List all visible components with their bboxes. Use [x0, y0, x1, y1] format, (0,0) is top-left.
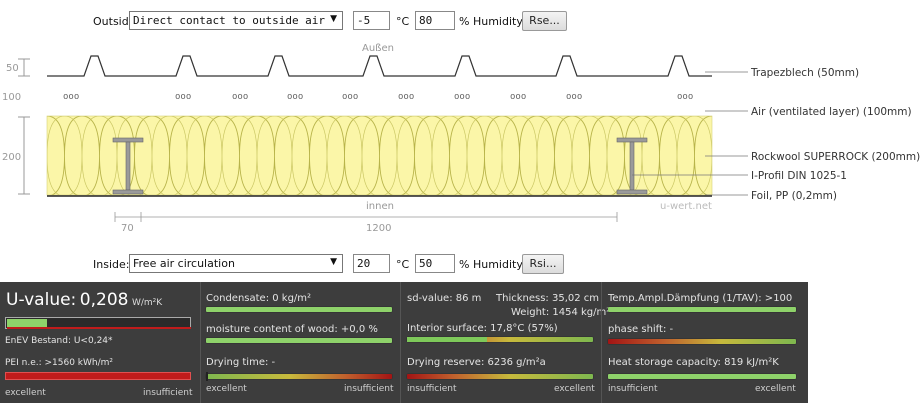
column-divider: [200, 282, 201, 403]
layer-label-foil: Foil, PP (0,2mm): [751, 190, 837, 202]
u-value-unit: W/m²K: [131, 298, 163, 308]
scale-insufficient: insufficient: [608, 384, 658, 394]
u-value-meter-fill: [7, 319, 47, 327]
inside-temp-unit: °C: [396, 258, 410, 271]
phase-shift-value: phase shift: -: [608, 324, 674, 335]
weight-value: Weight: 1454 kg/m²: [511, 307, 611, 318]
scale-excellent: excellent: [206, 384, 247, 394]
outside-temperature-input[interactable]: -5: [353, 11, 390, 30]
layer-label-rockwool: Rockwool SUPERROCK (200mm): [751, 151, 920, 163]
inside-temperature-input[interactable]: 20: [353, 254, 390, 273]
rse-button[interactable]: Rse...: [522, 11, 567, 31]
watermark: u-wert.net: [660, 201, 712, 212]
air-marker: ooo: [566, 92, 582, 102]
scale-excellent: excellent: [554, 384, 595, 394]
air-layer-markers: ooo ooo ooo ooo ooo ooo ooo ooo ooo ooo: [63, 92, 693, 102]
u-value-column: U-value: 0,208 W/m²K EnEV Bestand: U<0,2…: [0, 282, 200, 403]
u-value-label: U-value:: [6, 290, 77, 310]
scale-insufficient: insufficient: [344, 384, 394, 394]
interior-surface-fill: [407, 337, 487, 342]
column-divider: [400, 282, 401, 403]
outside-label: Outside: [93, 15, 136, 28]
heat-storage-value: Heat storage capacity: 819 kJ/m²K: [608, 357, 779, 368]
u-value-display: U-value: 0,208 W/m²K: [6, 290, 162, 310]
layer-label-trapezblech: Trapezblech (50mm): [750, 67, 859, 79]
inside-air-select-value: Free air circulation: [133, 257, 235, 270]
layer-label-i-profile: I-Profil DIN 1025-1: [751, 170, 847, 182]
construction-diagram: 50 100 200 Außen ooo ooo ooo ooo ooo ooo…: [2, 43, 920, 234]
scale-label-200: 200: [2, 152, 21, 163]
drying-time-marker: [206, 372, 208, 381]
air-marker: ooo: [454, 92, 470, 102]
dimension-label-1200: 1200: [366, 223, 391, 234]
depth-scale: [18, 58, 30, 195]
moisture-value: moisture content of wood: +0,0 %: [206, 324, 378, 335]
layer-leader-lines: [632, 71, 748, 196]
moisture-column: Condensate: 0 kg/m² moisture content of …: [201, 282, 400, 403]
temp-amplitude-meter: [608, 307, 796, 312]
inside-air-select[interactable]: Free air circulation ▼: [129, 254, 343, 273]
air-marker: ooo: [398, 92, 414, 102]
air-marker: ooo: [287, 92, 303, 102]
chevron-down-icon: ▼: [330, 257, 337, 267]
column-divider: [601, 282, 602, 403]
scale-label-50: 50: [6, 63, 19, 74]
drying-time-meter: [206, 372, 392, 381]
air-marker: ooo: [342, 92, 358, 102]
dimension-label-70: 70: [121, 223, 134, 234]
inside-humidity-label: % Humidity: [459, 258, 523, 271]
rsi-button[interactable]: Rsi...: [522, 254, 564, 274]
interior-surface-meter: [407, 337, 593, 342]
i-profile-left: [112, 137, 144, 195]
air-marker: ooo: [63, 92, 79, 102]
air-marker: ooo: [510, 92, 526, 102]
air-marker: ooo: [232, 92, 248, 102]
enev-requirement: EnEV Bestand: U<0,24*: [5, 336, 113, 346]
outer-side-label: Außen: [362, 43, 394, 54]
u-value-number: 0,208: [79, 290, 129, 310]
inner-side-label: innen: [366, 201, 394, 212]
sd-value: sd-value: 86 m: [407, 293, 482, 304]
insulation-layer: [46, 115, 713, 196]
air-marker: ooo: [677, 92, 693, 102]
outside-temp-unit: °C: [396, 15, 410, 28]
pei-value: PEI n.e.: >1560 kWh/m²: [5, 358, 114, 368]
inside-humidity-input[interactable]: 50: [415, 254, 455, 273]
heat-protection-column: Temp.Ampl.Dämpfung (1/TAV): >100 phase s…: [602, 282, 808, 403]
interior-surface-value: Interior surface: 17,8°C (57%): [407, 323, 558, 334]
chevron-down-icon: ▼: [330, 14, 337, 24]
scale-excellent: excellent: [5, 388, 46, 398]
scale-insufficient: insufficient: [407, 384, 457, 394]
outside-humidity-label: % Humidity: [459, 15, 523, 28]
inside-controls: Inside: Free air circulation ▼ 20 °C 50 …: [0, 254, 922, 276]
drying-reserve-value: Drying reserve: 6236 g/m²a: [407, 357, 546, 368]
air-marker: ooo: [175, 92, 191, 102]
i-profile-right: [616, 137, 648, 195]
moisture-meter: [206, 338, 392, 343]
results-panel: U-value: 0,208 W/m²K EnEV Bestand: U<0,2…: [0, 282, 808, 403]
condensate-meter: [206, 307, 392, 312]
layer-properties-column: sd-value: 86 m Thickness: 35,02 cm Weigh…: [401, 282, 610, 403]
outside-air-select-value: Direct contact to outside air: [133, 14, 326, 27]
dimension-lines: [114, 212, 618, 222]
condensate-value: Condensate: 0 kg/m²: [206, 293, 312, 304]
pei-meter: [5, 372, 191, 380]
outside-air-select[interactable]: Direct contact to outside air ▼: [129, 11, 343, 30]
layer-label-air: Air (ventilated layer) (100mm): [751, 106, 912, 118]
u-value-meter-limit: [7, 327, 191, 329]
outside-humidity-input[interactable]: 80: [415, 11, 455, 30]
trapezoidal-sheet: [47, 55, 712, 77]
temp-amplitude-value: Temp.Ampl.Dämpfung (1/TAV): >100: [608, 293, 793, 304]
scale-label-100: 100: [2, 92, 21, 103]
u-value-meter: [5, 317, 191, 329]
phase-shift-meter: [608, 339, 796, 344]
drying-reserve-meter: [407, 374, 593, 379]
drying-time-value: Drying time: -: [206, 357, 276, 368]
thickness-value: Thickness: 35,02 cm: [496, 293, 600, 304]
outside-controls: Outside Direct contact to outside air ▼ …: [0, 11, 922, 33]
inside-label: Inside:: [93, 258, 130, 271]
scale-excellent: excellent: [755, 384, 796, 394]
heat-storage-meter: [608, 374, 796, 379]
scale-insufficient: insufficient: [143, 388, 193, 398]
